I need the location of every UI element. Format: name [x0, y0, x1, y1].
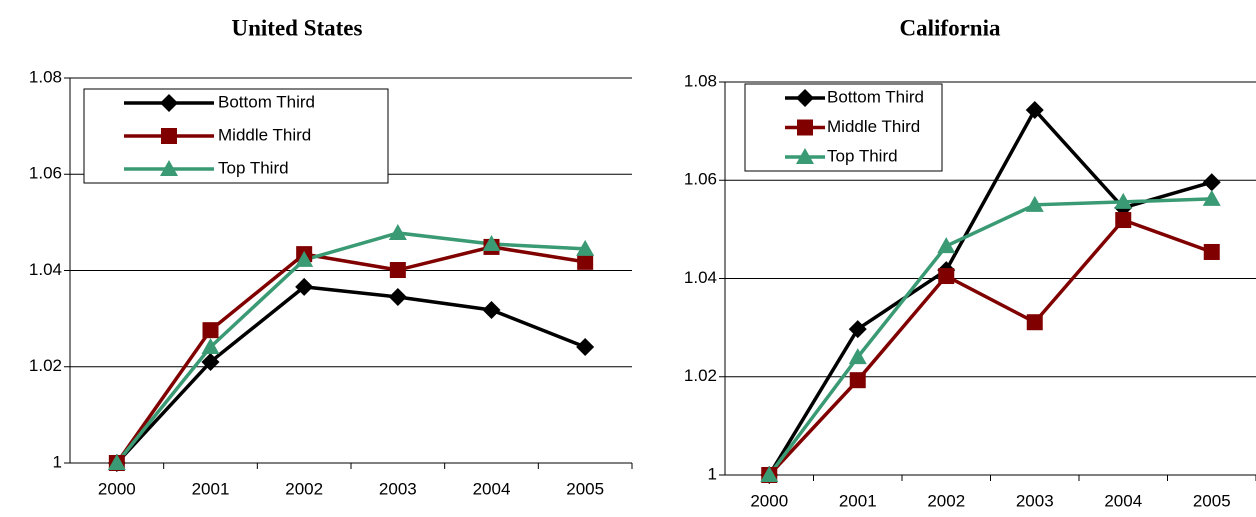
- legend-marker: [797, 119, 813, 136]
- y-tick-label: 1.04: [684, 268, 717, 287]
- y-tick-label: 1.02: [29, 356, 62, 375]
- y-tick-label: 1.08: [29, 67, 62, 86]
- series-line: [115, 231, 586, 465]
- chart-title: California: [900, 15, 1001, 40]
- y-tick-label: 1: [708, 464, 717, 483]
- marker: [576, 239, 595, 256]
- x-tick-label: 2000: [98, 479, 136, 498]
- marker: [576, 338, 595, 357]
- x-tick-label: 2003: [1016, 491, 1054, 510]
- marker: [295, 277, 314, 296]
- x-tick-label: 2001: [192, 479, 230, 498]
- marker: [389, 262, 406, 279]
- marker: [202, 322, 219, 339]
- y-tick-label: 1: [53, 452, 62, 471]
- marker: [482, 300, 501, 319]
- marker: [848, 348, 867, 365]
- legend-label: Top Third: [218, 158, 289, 177]
- x-tick-label: 2005: [566, 479, 604, 498]
- legend-box: [744, 83, 943, 172]
- legend-label: Middle Third: [218, 125, 311, 144]
- marker: [201, 352, 220, 371]
- series-line: [115, 245, 586, 465]
- marker: [937, 237, 956, 254]
- x-tick-label: 2002: [285, 479, 323, 498]
- marker: [1202, 173, 1221, 192]
- marker: [938, 268, 955, 285]
- marker: [1202, 189, 1221, 206]
- y-tick-label: 1.02: [684, 366, 717, 385]
- x-tick-label: 2005: [1193, 491, 1231, 510]
- marker: [848, 320, 867, 339]
- legend-marker: [796, 148, 814, 164]
- series-line: [767, 197, 1212, 477]
- marker: [1025, 101, 1044, 120]
- chart-title: United States: [232, 15, 363, 40]
- x-tick-label: 2003: [379, 479, 417, 498]
- y-tick-label: 1.04: [29, 260, 62, 279]
- series-line: [767, 107, 1213, 476]
- marker: [107, 454, 126, 470]
- x-tick-label: 2002: [927, 491, 965, 510]
- x-tick-label: 2000: [750, 491, 788, 510]
- marker: [295, 250, 314, 267]
- legend-label: Top Third: [827, 146, 898, 165]
- marker: [1026, 314, 1043, 331]
- legend-label: Middle Third: [827, 117, 920, 136]
- marker: [388, 223, 407, 240]
- marker: [1025, 195, 1044, 212]
- marker: [201, 338, 220, 355]
- legend-marker: [161, 128, 177, 144]
- legend-label: Bottom Third: [218, 92, 315, 111]
- marker: [482, 235, 501, 252]
- marker: [388, 287, 407, 306]
- x-tick-label: 2004: [1104, 491, 1142, 510]
- marker: [760, 466, 779, 482]
- legend-marker: [160, 94, 178, 112]
- marker: [577, 253, 594, 270]
- series-line: [115, 285, 586, 465]
- series-line: [767, 217, 1213, 477]
- y-tick-label: 1.06: [684, 170, 717, 189]
- marker: [1203, 243, 1220, 260]
- x-tick-label: 2004: [473, 479, 511, 498]
- marker: [1115, 212, 1132, 229]
- y-tick-label: 1.08: [684, 71, 717, 90]
- legend-marker: [796, 89, 814, 107]
- y-tick-label: 1.06: [29, 164, 62, 183]
- legend-label: Bottom Third: [827, 87, 924, 106]
- marker: [1114, 192, 1133, 209]
- x-tick-label: 2001: [839, 491, 877, 510]
- marker: [849, 372, 866, 389]
- legend-marker: [160, 160, 178, 176]
